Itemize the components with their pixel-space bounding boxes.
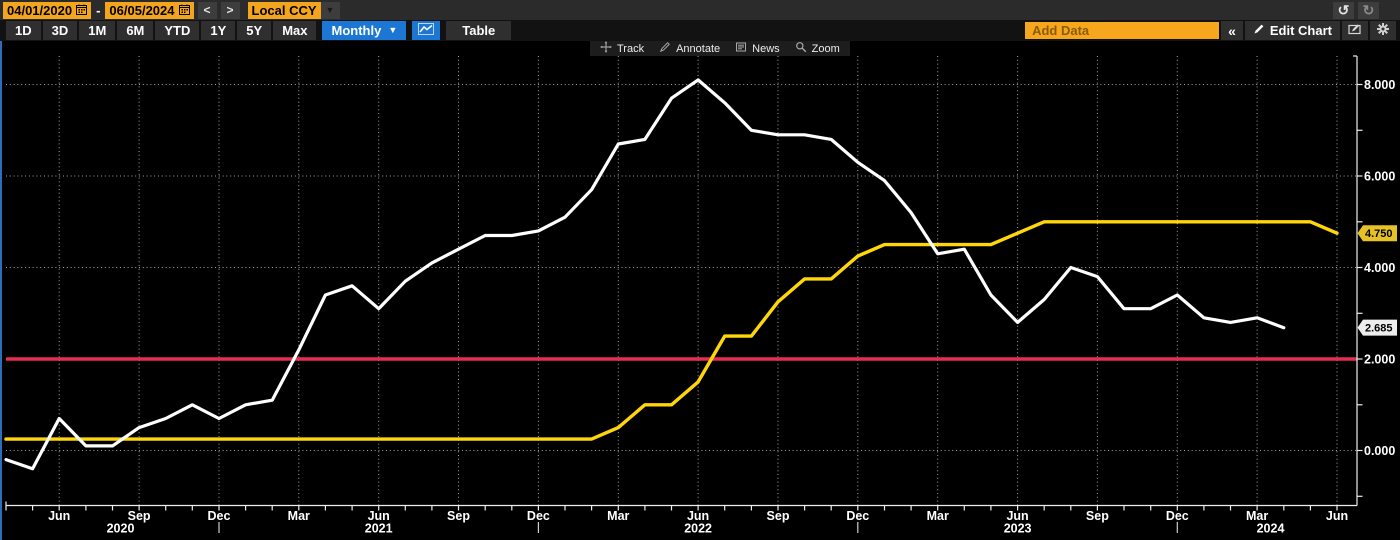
date-from-value: 04/01/2020 <box>7 2 73 18</box>
svg-text:4.000: 4.000 <box>1364 261 1395 275</box>
year-dividers <box>218 522 1178 533</box>
svg-text:Dec: Dec <box>1166 509 1189 523</box>
currency-value: Local CCY <box>251 2 317 18</box>
x-axis[interactable] <box>5 501 1357 511</box>
y-axis[interactable] <box>1353 55 1363 506</box>
svg-text:Sep: Sep <box>767 509 790 523</box>
edit-chart-label: Edit Chart <box>1269 23 1332 38</box>
svg-text:Jun: Jun <box>48 509 70 523</box>
date-separator: - <box>96 2 101 18</box>
range-button-3d[interactable]: 3D <box>42 21 78 40</box>
currency-dropdown-button[interactable]: ▼ <box>320 1 340 19</box>
svg-text:6.000: 6.000 <box>1364 170 1395 184</box>
range-buttons-group: 1D 3D 1M 6M YTD 1Y 5Y Max <box>6 21 317 40</box>
svg-text:Jun: Jun <box>368 509 390 523</box>
svg-text:Jun: Jun <box>687 509 709 523</box>
svg-text:2023: 2023 <box>1004 522 1032 536</box>
track-icon <box>600 41 612 56</box>
range-button-6m[interactable]: 6M <box>117 21 154 40</box>
svg-text:0.000: 0.000 <box>1364 444 1395 458</box>
range-button-1m[interactable]: 1M <box>79 21 116 40</box>
news-button[interactable]: News <box>735 41 780 56</box>
annotate-icon <box>659 41 671 56</box>
x-axis-labels: Jun Sep Dec Mar Jun Sep Dec Mar Jun Sep Dec Mar Jun S… <box>48 509 1348 536</box>
add-data-input[interactable] <box>1025 22 1220 39</box>
edit-note-icon <box>1348 23 1362 38</box>
svg-text:2.000: 2.000 <box>1364 353 1395 367</box>
pencil-icon <box>1253 23 1265 38</box>
chevron-down-icon: ▼ <box>388 25 398 35</box>
line-chart-icon <box>418 23 435 38</box>
svg-text:Sep: Sep <box>447 509 470 523</box>
white-line[interactable] <box>4 78 1286 471</box>
svg-text:Mar: Mar <box>288 509 310 523</box>
svg-text:Dec: Dec <box>846 509 869 523</box>
svg-text:Dec: Dec <box>527 509 550 523</box>
range-button-ytd[interactable]: YTD <box>155 21 200 40</box>
period-label: Monthly <box>331 23 382 38</box>
svg-text:2.685: 2.685 <box>1365 323 1393 335</box>
svg-text:Mar: Mar <box>1246 509 1268 523</box>
y-axis-labels: 0.000 2.000 4.000 6.000 8.000 <box>1364 78 1395 458</box>
svg-text:2022: 2022 <box>684 522 712 536</box>
top-toolbar: 04/01/2020 - 06/05/2024 < > Local CCY ▼ … <box>0 0 1400 20</box>
news-icon <box>735 41 747 56</box>
svg-text:4.750: 4.750 <box>1365 228 1393 240</box>
svg-text:2020: 2020 <box>107 522 135 536</box>
range-button-max[interactable]: Max <box>273 21 317 40</box>
zoom-icon <box>795 41 807 56</box>
svg-text:Jun: Jun <box>1006 509 1028 523</box>
chevron-right-icon: > <box>226 3 234 17</box>
redo-button[interactable]: ↻ <box>1358 1 1379 19</box>
date-to-value: 06/05/2024 <box>109 2 175 18</box>
chevron-down-icon: ▼ <box>325 5 335 15</box>
axis-tag-yellow-line: 4.750 <box>1357 225 1397 242</box>
panel-focus-edge <box>0 41 2 540</box>
chart-overlay-toolbar: Track Annotate News Zoom <box>590 41 850 56</box>
range-button-1y[interactable]: 1Y <box>201 21 236 40</box>
range-button-1d[interactable]: 1D <box>6 21 41 40</box>
svg-text:2024: 2024 <box>1257 522 1285 536</box>
edit-chart-button[interactable]: Edit Chart <box>1244 21 1340 40</box>
settings-button[interactable] <box>1370 21 1396 40</box>
edit-note-button[interactable] <box>1342 21 1368 40</box>
calendar-icon[interactable] <box>76 3 88 18</box>
svg-text:Mar: Mar <box>607 509 629 523</box>
calendar-icon[interactable] <box>178 3 190 18</box>
horizontal-gridlines <box>6 84 1357 451</box>
gear-icon <box>1376 22 1390 39</box>
yellow-line[interactable] <box>4 220 1339 441</box>
axis-tag-white-line: 2.685 <box>1357 319 1397 336</box>
table-label: Table <box>462 23 496 38</box>
track-button[interactable]: Track <box>600 41 644 56</box>
collapse-icon: « <box>1228 22 1236 39</box>
vertical-gridlines <box>58 56 1338 506</box>
undo-button[interactable]: ↺ <box>1333 1 1354 19</box>
chevron-left-icon: < <box>203 3 211 17</box>
next-period-button[interactable]: > <box>220 1 240 19</box>
prev-period-button[interactable]: < <box>197 1 217 19</box>
line-chart-type-button[interactable] <box>412 21 441 40</box>
period-dropdown[interactable]: Monthly ▼ <box>322 21 407 40</box>
currency-field[interactable]: Local CCY <box>247 1 321 19</box>
redo-icon: ↻ <box>1362 2 1375 18</box>
collapse-panel-button[interactable]: « <box>1221 21 1243 40</box>
date-to-field[interactable]: 06/05/2024 <box>105 1 194 19</box>
svg-text:Jun: Jun <box>1326 509 1348 523</box>
svg-text:Dec: Dec <box>208 509 231 523</box>
svg-text:Sep: Sep <box>1086 509 1109 523</box>
undo-icon: ↺ <box>1337 2 1350 18</box>
table-button[interactable]: Table <box>446 21 512 40</box>
svg-text:2021: 2021 <box>365 522 393 536</box>
date-from-field[interactable]: 04/01/2020 <box>3 1 92 19</box>
annotate-button[interactable]: Annotate <box>659 41 720 56</box>
svg-text:8.000: 8.000 <box>1364 78 1395 92</box>
svg-text:Mar: Mar <box>927 509 949 523</box>
svg-text:Sep: Sep <box>128 509 151 523</box>
zoom-button[interactable]: Zoom <box>795 41 840 56</box>
range-button-5y[interactable]: 5Y <box>237 21 272 40</box>
